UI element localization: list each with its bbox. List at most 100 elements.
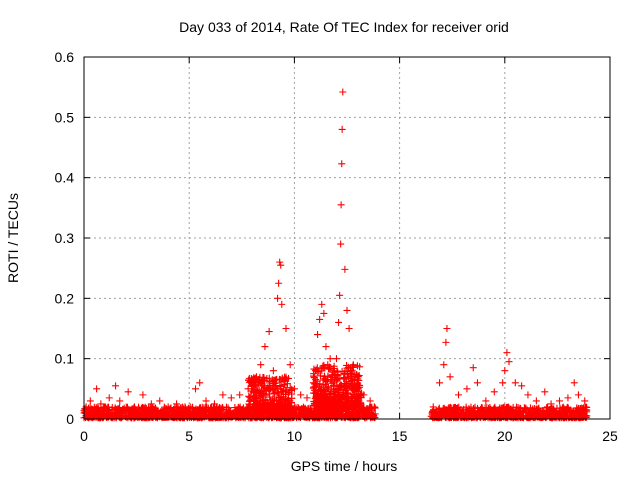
data-point-band [344, 363, 352, 371]
data-point-band [259, 414, 267, 422]
data-point-band [309, 389, 317, 397]
data-point-band [331, 398, 339, 406]
data-point [532, 397, 540, 405]
data-point-band [268, 401, 276, 409]
data-point [101, 403, 109, 411]
data-point [322, 343, 330, 351]
data-point-band [139, 404, 147, 412]
data-point [290, 385, 298, 393]
data-point-band [464, 412, 472, 420]
data-point-band [452, 407, 460, 415]
data-point-band [94, 407, 102, 415]
data-point-band [260, 393, 268, 401]
data-point-band [116, 408, 124, 416]
data-point-band [334, 368, 342, 376]
data-point [360, 391, 368, 399]
data-point-band [250, 393, 258, 401]
data-point-band [569, 407, 577, 415]
data-point-band [488, 409, 496, 417]
data-point-band [344, 389, 352, 397]
data-point-band [273, 376, 281, 384]
data-point-band [512, 411, 520, 419]
data-point [337, 201, 345, 209]
data-point-band [334, 375, 342, 383]
data-point-band [151, 405, 159, 413]
data-point-band [520, 404, 528, 412]
data-point-band [276, 405, 284, 413]
data-point-band [479, 406, 487, 414]
data-point-band [341, 395, 349, 403]
data-point [524, 391, 532, 399]
data-point-band [265, 386, 273, 394]
data-point-band [171, 404, 179, 412]
data-point-band [130, 414, 138, 422]
data-point [570, 379, 578, 387]
data-point-band [248, 382, 256, 390]
data-point-band [259, 373, 267, 381]
data-point-band [348, 373, 356, 381]
y-tick-label: 0.2 [55, 290, 75, 306]
data-point-band [532, 410, 540, 418]
data-point-band [560, 404, 568, 412]
plot-frame [83, 56, 611, 420]
data-point-band [133, 409, 141, 417]
data-point [274, 294, 282, 302]
y-tick-label: 0.5 [55, 109, 75, 125]
data-point-band [354, 372, 362, 380]
data-point-band [326, 403, 334, 411]
data-point [202, 397, 210, 405]
x-tick-label: 10 [287, 428, 303, 444]
data-point [227, 394, 235, 402]
data-point-band [277, 394, 285, 402]
data-point [505, 358, 513, 366]
gridlines [84, 57, 610, 419]
data-point-band [283, 380, 291, 388]
data-point [499, 379, 507, 387]
data-point [196, 379, 204, 387]
data-point-band [502, 414, 510, 422]
data-point-band [185, 408, 193, 416]
data-point [436, 379, 444, 387]
data-point-band [218, 403, 226, 411]
data-point-band [85, 413, 93, 421]
data-point [311, 367, 319, 375]
data-point [446, 373, 454, 381]
data-point [164, 403, 172, 411]
data-point-band [495, 406, 503, 414]
data-point-band [451, 412, 459, 420]
data-point [192, 385, 200, 393]
data-point-band [318, 367, 326, 375]
data-point-band [316, 402, 324, 410]
data-point-band [523, 414, 531, 422]
data-point [91, 406, 99, 414]
data-point [564, 394, 572, 402]
data-point-band [266, 384, 274, 392]
data-point-band [438, 412, 446, 420]
data-point-band [260, 403, 268, 411]
data-point-band [474, 409, 482, 417]
data-point-band [331, 407, 339, 415]
data-point-band [269, 395, 277, 403]
data-point-band [160, 413, 168, 421]
data-point [156, 397, 164, 405]
y-tick-label: 0 [66, 411, 74, 427]
y-tick-label: 0.3 [55, 230, 75, 246]
data-point-band [295, 404, 303, 412]
data-point [501, 367, 509, 375]
data-point [443, 325, 451, 332]
data-point [482, 397, 490, 405]
data-point-band [258, 397, 266, 405]
data-point-band [163, 408, 171, 416]
data-point [490, 388, 498, 396]
data-point [349, 361, 357, 369]
data-point [335, 318, 343, 326]
data-point-band [142, 410, 150, 418]
data-point-band [295, 412, 303, 420]
data-point-band [337, 400, 345, 408]
data-point [316, 315, 324, 323]
data-point-band [251, 401, 259, 409]
data-point-band [327, 364, 335, 372]
data-point-band [311, 380, 319, 388]
data-point-band [332, 409, 340, 417]
